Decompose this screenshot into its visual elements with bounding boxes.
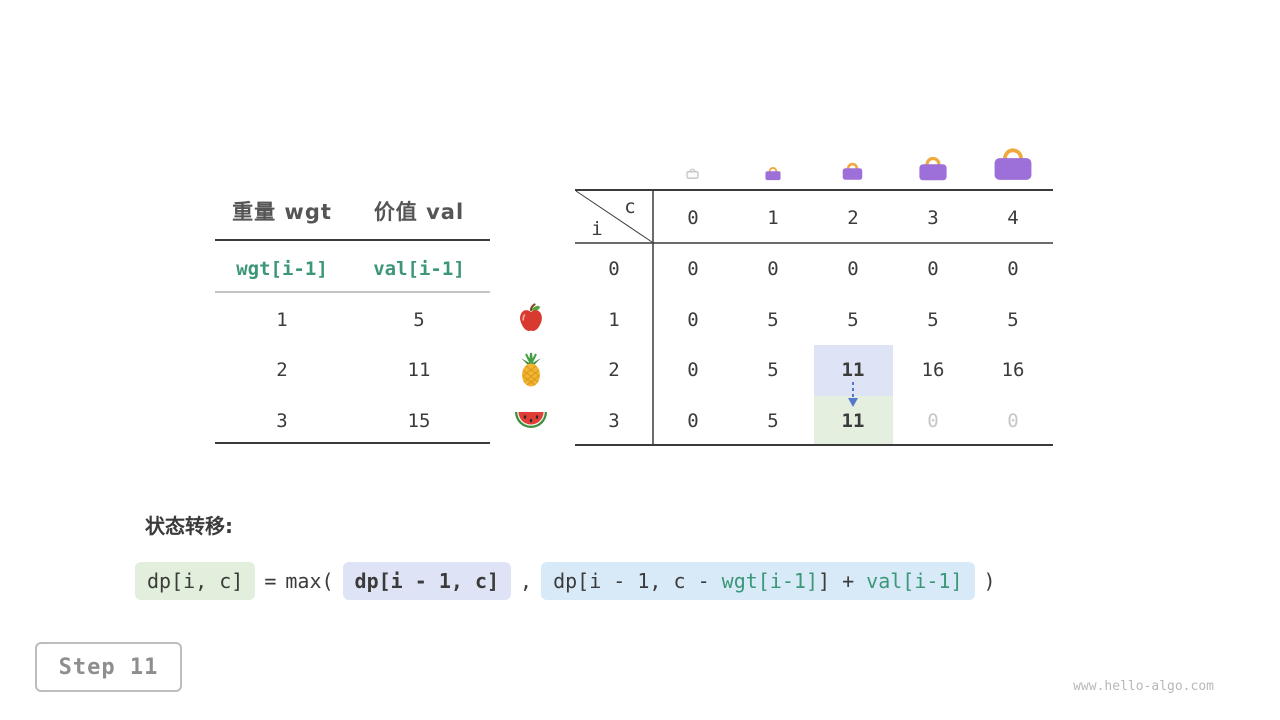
dp-cell: 5: [847, 309, 859, 331]
transition-formula: dp[i, c] = max( dp[i - 1, c] , dp[i - 1,…: [135, 560, 996, 602]
dp-cell-pending: 0: [927, 410, 939, 432]
dp-col-header: 4: [1007, 207, 1019, 229]
item-weight: 3: [276, 410, 288, 432]
corner-label-c: c: [624, 196, 636, 218]
value-subheader: val[i-1]: [373, 258, 465, 280]
value-column-header: 价值 val: [373, 200, 465, 224]
dp-cell: 0: [687, 309, 699, 331]
dp-cell: 5: [767, 410, 779, 432]
dp-cell: 0: [847, 258, 859, 280]
watermark: www.hello-algo.com: [1073, 679, 1214, 694]
dp-col-header: 0: [687, 207, 699, 229]
apple-icon: [515, 302, 547, 334]
dp-cell: 16: [1001, 359, 1025, 381]
weight-column-header: 重量 wgt: [232, 200, 332, 224]
dp-cell-highlighted-current: 11: [841, 410, 865, 432]
dp-cell: 0: [687, 359, 699, 381]
dp-col-header: 3: [927, 207, 939, 229]
dp-cell-pending: 0: [1007, 410, 1019, 432]
item-value: 15: [407, 410, 431, 432]
item-value: 11: [407, 359, 431, 381]
transition-arrow-icon: [840, 381, 866, 409]
dp-cell: 0: [927, 258, 939, 280]
item-weight: 2: [276, 359, 288, 381]
dp-cell: 0: [687, 410, 699, 432]
dp-cell: 16: [921, 359, 945, 381]
pineapple-icon: [516, 352, 546, 388]
item-value: 5: [413, 309, 425, 331]
formula-arg2-val: val[i-1]: [866, 569, 963, 593]
state-transition-label: 状态转移:: [145, 514, 233, 538]
dp-col-header: 2: [847, 207, 859, 229]
empty-bag-icon: [686, 167, 699, 179]
dp-cell: 5: [767, 309, 779, 331]
formula-arg1: dp[i - 1, c]: [342, 562, 512, 600]
formula-arg2-prefix: dp[i - 1, c -: [553, 569, 722, 593]
dp-row-header: 2: [608, 359, 620, 381]
dp-cell: 5: [767, 359, 779, 381]
dp-cell: 0: [767, 258, 779, 280]
weight-subheader: wgt[i-1]: [236, 258, 328, 280]
highlight-cell-prev: [814, 345, 893, 396]
dp-cell: 0: [687, 258, 699, 280]
formula-lhs: dp[i, c]: [135, 562, 256, 600]
formula-max-open: max(: [285, 569, 334, 593]
dp-cell: 5: [927, 309, 939, 331]
bag-medium-icon: [841, 160, 864, 181]
formula-equals: =: [264, 569, 277, 593]
watermelon-icon: [513, 408, 549, 432]
dp-row-header: 0: [608, 258, 620, 280]
dp-cell: 5: [1007, 309, 1019, 331]
corner-label-i: i: [591, 218, 603, 240]
step-indicator: Step 11: [35, 642, 182, 692]
bag-large-icon: [917, 153, 949, 182]
dp-row-header: 1: [608, 309, 620, 331]
dp-row-header: 3: [608, 410, 620, 432]
step-label: Step 11: [58, 654, 159, 680]
bag-small-icon: [764, 165, 782, 181]
formula-comma: ,: [520, 569, 533, 593]
dp-col-header: 1: [767, 207, 779, 229]
formula-arg2: dp[i - 1, c - wgt[i-1]] + val[i-1]: [541, 562, 975, 600]
dp-cell-highlighted-prev: 11: [841, 359, 865, 381]
formula-close-paren: ): [983, 569, 996, 593]
bag-xlarge-icon: [991, 143, 1035, 182]
formula-arg2-wgt: wgt[i-1]: [721, 569, 818, 593]
item-weight: 1: [276, 309, 288, 331]
dp-cell: 0: [1007, 258, 1019, 280]
formula-arg2-mid: ] +: [818, 569, 867, 593]
